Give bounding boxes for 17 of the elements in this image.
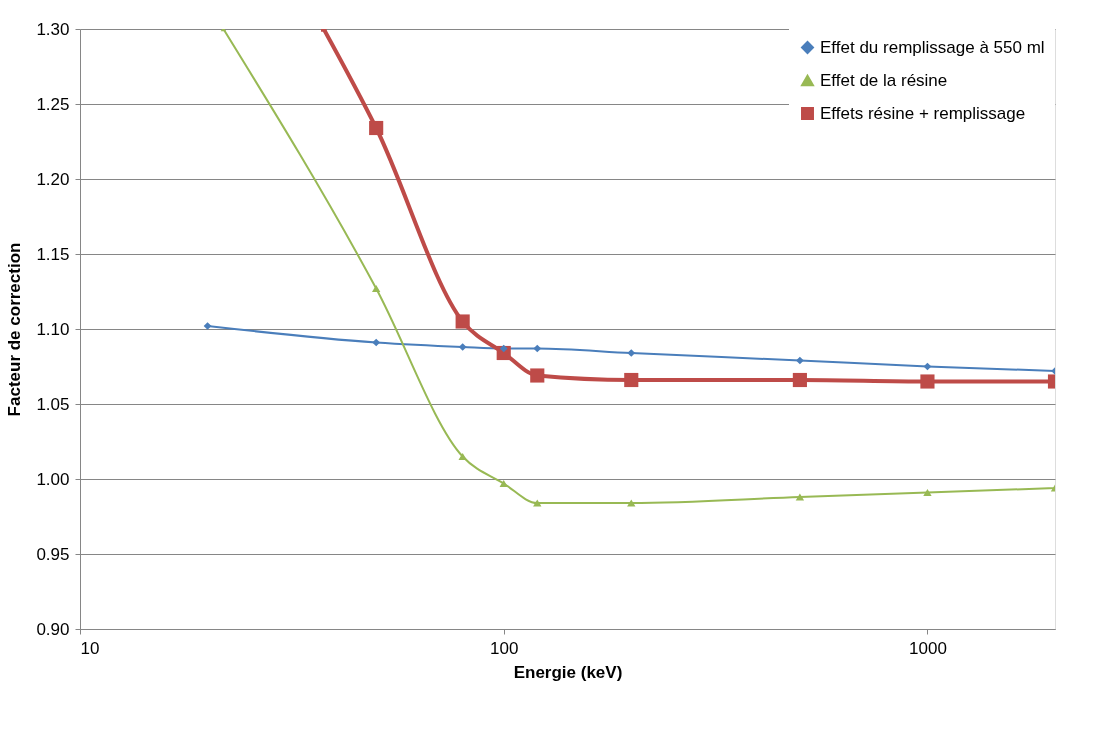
x-tick-label: 10: [80, 638, 100, 658]
y-tick-label: 1.20: [36, 169, 70, 189]
legend-label: Effet de la résine: [820, 70, 948, 90]
y-tick-label: 1.25: [36, 94, 70, 114]
y-tick-label: 0.90: [36, 619, 70, 639]
y-tick-label: 0.95: [36, 544, 70, 564]
legend-label: Effets résine + remplissage: [820, 103, 1026, 123]
x-tick-label: 100: [490, 638, 519, 658]
y-tick-label: 1.10: [36, 319, 70, 339]
x-axis-title: Energie (keV): [513, 662, 623, 682]
y-tick-label: 1.00: [36, 469, 70, 489]
y-tick-label: 1.15: [36, 244, 70, 264]
y-axis-title: Facteur de correction: [5, 242, 25, 417]
x-tick-label: 1000: [909, 638, 947, 658]
legend-label: Effet du remplissage à 550 ml: [820, 37, 1045, 57]
y-tick-label: 1.30: [36, 19, 70, 39]
y-tick-label: 1.05: [36, 394, 70, 414]
